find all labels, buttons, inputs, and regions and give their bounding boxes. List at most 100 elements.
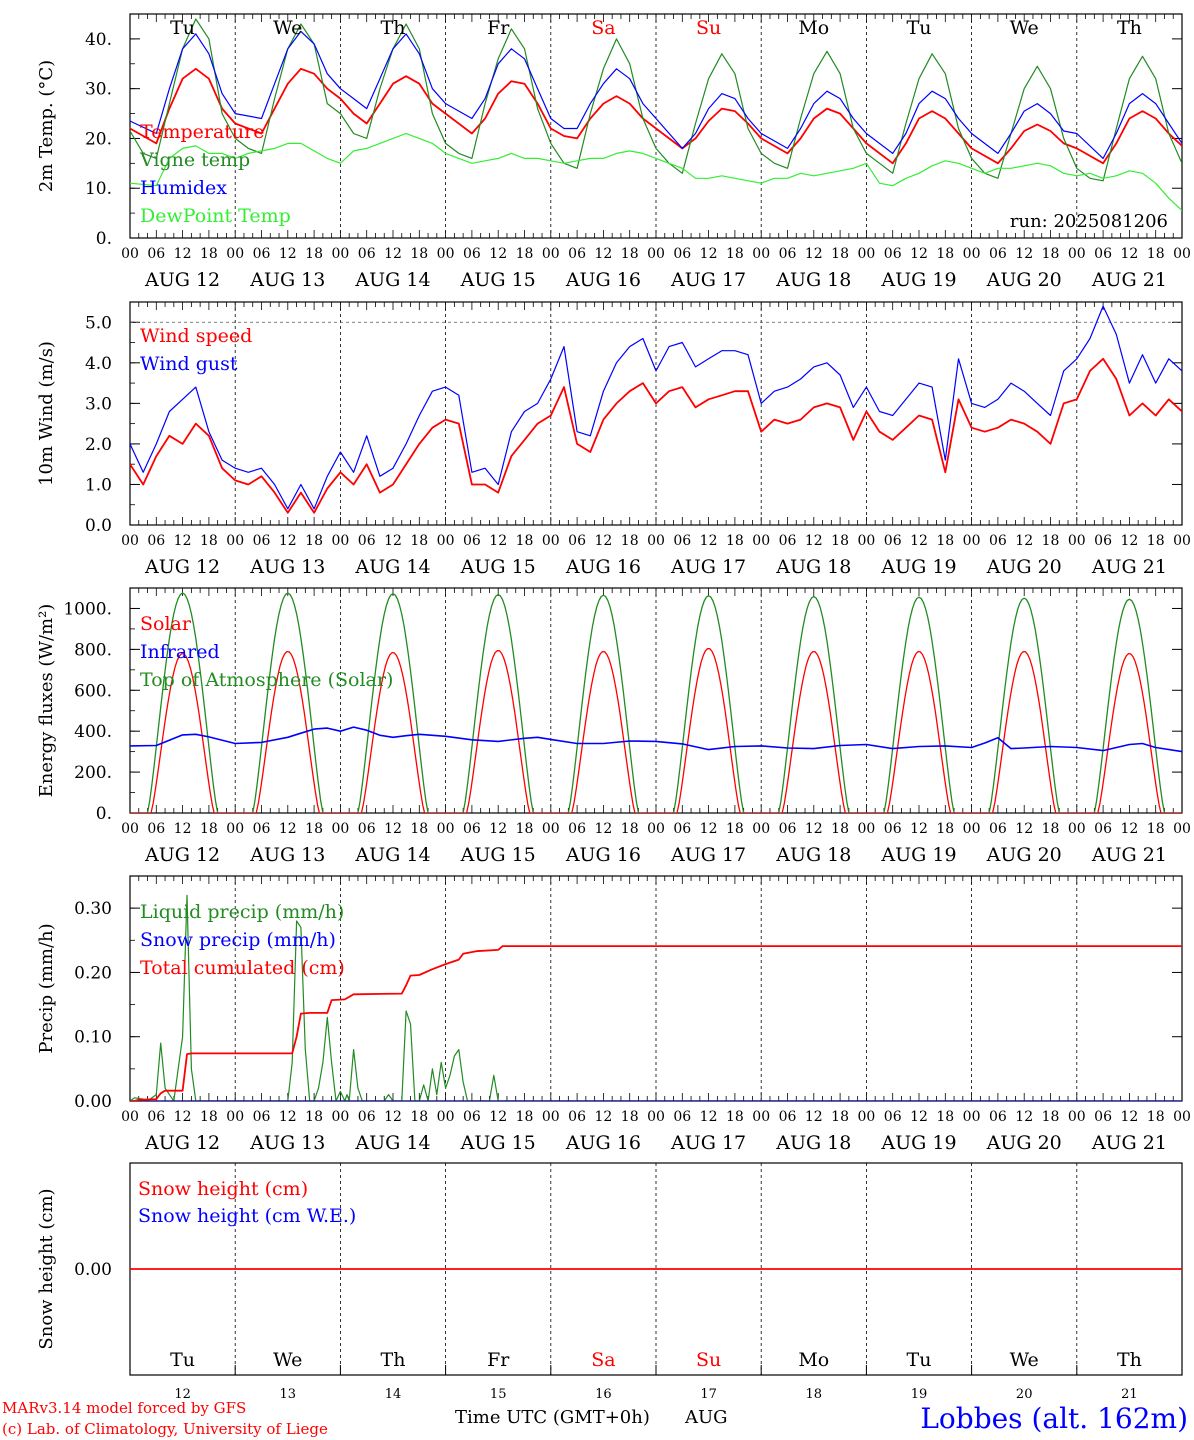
y-tick-label: 0.20 [74,963,112,983]
hour-tick-label: 00 [752,533,770,549]
hour-tick-label: 00 [542,533,560,549]
date-label: AUG 16 [565,269,641,291]
hour-tick-label: 06 [253,1109,271,1125]
day-header: Tu [907,1349,932,1371]
model-credit-line: MARv3.14 model forced by GFS [2,1399,246,1417]
hour-tick-label: 18 [726,533,744,549]
hour-tick-label: 00 [542,821,560,837]
hour-tick-label: 06 [884,246,902,262]
hour-tick-label: 06 [884,821,902,837]
hour-tick-label: 18 [410,821,428,837]
x-axis-label: Time UTC (GMT+0h) [455,1407,650,1428]
date-label: AUG 17 [670,556,746,578]
hour-tick-label: 06 [1094,821,1112,837]
date-label: AUG 12 [144,269,220,291]
date-label: AUG 14 [354,844,430,866]
date-label: AUG 12 [144,844,220,866]
hour-tick-label: 00 [437,1109,455,1125]
date-label: AUG 13 [249,556,325,578]
day-number-label: 12 [174,1387,191,1402]
hour-tick-label: 18 [305,246,323,262]
hour-tick-label: 18 [200,821,218,837]
hour-tick-label: 00 [331,1109,349,1125]
hour-tick-label: 12 [174,1109,192,1125]
toa-solar-line [130,592,1182,813]
hour-tick-label: 06 [1094,1109,1112,1125]
plot-frame [129,301,1183,526]
hour-tick-label: 12 [805,821,823,837]
run-annotation: run: 2025081206 [1010,211,1168,232]
hour-tick-label: 12 [910,1109,928,1125]
hour-tick-label: 18 [200,533,218,549]
y-tick-label: 10. [85,179,112,199]
solar-line [130,647,1182,813]
legend-entry: Snow height (cm W.E.) [138,1205,356,1227]
hour-tick-label: 12 [1015,246,1033,262]
vigne-temp-line [130,18,1182,182]
day-number-label: 14 [385,1387,402,1402]
date-label: AUG 21 [1091,1132,1167,1154]
legend-entry: Wind gust [140,353,238,375]
day-number-label: 18 [806,1387,823,1402]
total-cumulated-cm-line [130,945,1182,1101]
hour-tick-label: 18 [1147,246,1165,262]
hour-tick-label: 06 [568,821,586,837]
hour-tick-label: 06 [568,1109,586,1125]
hour-tick-label: 12 [279,821,297,837]
date-label: AUG 20 [986,1132,1062,1154]
hour-tick-label: 12 [700,533,718,549]
hour-tick-label: 18 [1042,246,1060,262]
hour-tick-label: 12 [384,533,402,549]
date-label: AUG 17 [670,844,746,866]
hour-tick-label: 12 [910,821,928,837]
hour-tick-label: 18 [516,246,534,262]
hour-tick-label: 18 [621,533,639,549]
hour-tick-label: 12 [489,246,507,262]
day-header: We [1010,1349,1039,1371]
y-tick-label: 200. [74,763,112,783]
hour-tick-label: 18 [516,533,534,549]
hour-tick-label: 12 [489,821,507,837]
day-number-label: 13 [280,1387,297,1402]
day-number-label: 20 [1016,1387,1033,1402]
hour-tick-label: 18 [1147,533,1165,549]
panel-wind: 0.0 1.0 2.0 3.0 4.0 5.0 10m Wind (m/s) Wind spe… [36,301,1191,578]
hour-tick-label: 00 [121,1109,139,1125]
infrared-line [130,726,1182,753]
panel-temp: 0. 10. 20. 30. 40. 2m Temp. (°C) Temperature Vi… [36,13,1191,291]
hour-tick-label: 00 [331,246,349,262]
hour-tick-label: 06 [989,246,1007,262]
hour-tick-label: 00 [1173,246,1191,262]
y-axis-title: Precip (mm/h) [36,923,57,1053]
dewpoint-temp-line [130,132,1182,212]
panel-energy: 0. 200. 400. 600. 800. 1000. Energy fluxes (W/… [36,587,1191,866]
hour-tick-label: 06 [358,821,376,837]
day-header: Mo [798,1349,829,1371]
hour-tick-label: 00 [331,821,349,837]
y-tick-label: 5.0 [85,313,112,333]
hour-tick-label: 12 [805,246,823,262]
hour-tick-label: 06 [673,533,691,549]
hour-tick-label: 18 [200,1109,218,1125]
y-tick-label: 1.0 [85,475,112,495]
legend-entry: Temperature [140,121,264,143]
day-header: Th [1117,17,1142,39]
hour-tick-label: 00 [647,246,665,262]
hour-tick-label: 18 [1042,1109,1060,1125]
footer: MARv3.14 model forced by GFS (c) Lab. of… [2,1399,1188,1438]
hour-tick-label: 12 [700,821,718,837]
hour-tick-label: 12 [805,1109,823,1125]
hour-tick-label: 18 [305,821,323,837]
panel-precip: 0.00 0.10 0.20 0.30 Precip (mm/h) Liquid prec… [36,875,1191,1154]
hour-tick-label: 00 [647,1109,665,1125]
hour-tick-label: 00 [1068,246,1086,262]
hour-tick-label: 06 [673,1109,691,1125]
hour-tick-label: 18 [936,533,954,549]
day-header: Tu [170,17,195,39]
y-tick-label: 4.0 [85,354,112,374]
date-label: AUG 13 [249,1132,325,1154]
lab-credit-line: (c) Lab. of Climatology, University of L… [2,1420,328,1438]
day-number-label: 19 [911,1387,928,1402]
day-header: Th [381,17,406,39]
day-header: We [1010,17,1039,39]
